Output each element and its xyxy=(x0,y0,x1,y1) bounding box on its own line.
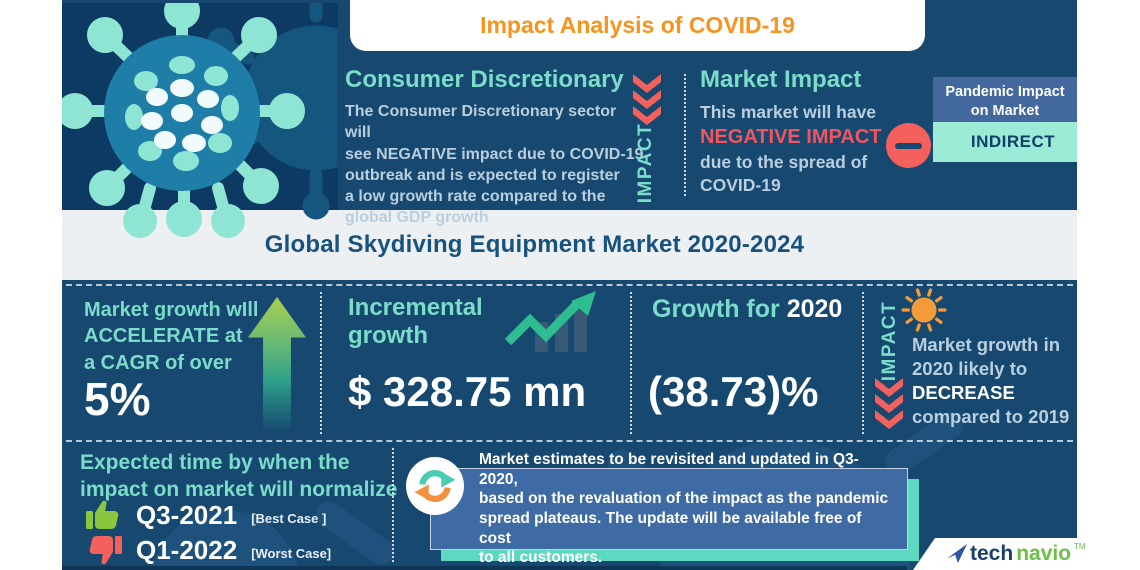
growth-2020-value: (38.73)% xyxy=(648,368,819,415)
market-title: Global Skydiving Equipment Market 2020-2… xyxy=(264,231,805,258)
virus-illustration-art xyxy=(62,3,338,238)
top-banner: Impact Analysis of COVID-19 xyxy=(350,0,925,51)
impact-2020-text: Market growth in 2020 likely to DECREASE… xyxy=(912,333,1082,429)
thumbs-up-icon xyxy=(86,500,119,529)
worst-case-label: [Worst Case] xyxy=(251,545,332,561)
separator xyxy=(320,292,322,434)
best-case-row: Q3-2021 [Best Case ] xyxy=(86,499,326,531)
market-impact-section: Market Impact This market will have NEGA… xyxy=(700,66,900,197)
update-note-text: Market estimates to be revisited and upd… xyxy=(479,451,889,567)
impact-down-chevrons-icon xyxy=(633,74,661,125)
pandemic-badge-header: Pandemic Impact on Market xyxy=(933,77,1077,122)
banner-title: Impact Analysis of COVID-19 xyxy=(480,12,795,38)
normalize-heading: Expected time by when the impact on mark… xyxy=(80,451,398,502)
technavio-logo: tech navio TM xyxy=(913,538,1140,570)
separator xyxy=(630,292,632,434)
consumer-title: Consumer Discretionary xyxy=(345,66,624,93)
consumer-discretionary-section: Consumer Discretionary The Consumer Disc… xyxy=(345,66,645,229)
pandemic-badge-value: INDIRECT xyxy=(933,122,1077,162)
pandemic-impact-badge: Pandemic Impact on Market INDIRECT xyxy=(933,77,1077,162)
technavio-arrow-icon xyxy=(947,544,967,564)
incremental-growth-label: Incremental growth xyxy=(348,294,483,350)
separator xyxy=(684,74,686,196)
impact-down-chevrons-icon xyxy=(875,378,903,429)
bottom-edge xyxy=(62,566,907,570)
worst-case-quarter: Q1-2022 xyxy=(136,534,238,565)
separator xyxy=(862,292,864,434)
worst-case-row: Q1-2022 [Worst Case] xyxy=(86,534,331,566)
separator xyxy=(392,448,394,562)
update-note: Market estimates to be revisited and upd… xyxy=(430,451,908,566)
best-case-quarter: Q3-2021 xyxy=(136,499,238,530)
negative-impact-text: NEGATIVE IMPACT xyxy=(700,126,882,149)
growth-2020-label: Growth for 2020 xyxy=(652,295,843,323)
refresh-icon xyxy=(406,457,464,515)
impact-vertical-label: IMPACT xyxy=(635,122,656,204)
market-impact-body: This market will have NEGATIVE IMPACT du… xyxy=(700,101,900,197)
divider xyxy=(66,284,1073,286)
thumbs-down-icon xyxy=(89,536,122,565)
cagr-value: 5% xyxy=(84,373,151,425)
consumer-body: The Consumer Discretionary sector will s… xyxy=(345,103,644,227)
market-impact-title: Market Impact xyxy=(700,66,862,93)
impact-vertical-label: IMPACT xyxy=(879,300,900,382)
cagr-stat-label: Market growth wIll ACCELERATE at a CAGR … xyxy=(84,299,259,374)
trend-arrow-icon xyxy=(505,291,596,352)
virus-icon xyxy=(901,288,947,332)
incremental-growth-value: $ 328.75 mn xyxy=(348,368,587,415)
divider xyxy=(66,440,1073,442)
best-case-label: [Best Case ] xyxy=(251,510,327,526)
virus-illustration xyxy=(62,3,338,238)
decrease-text: DECREASE xyxy=(912,382,1015,404)
prohibition-icon xyxy=(886,123,931,168)
